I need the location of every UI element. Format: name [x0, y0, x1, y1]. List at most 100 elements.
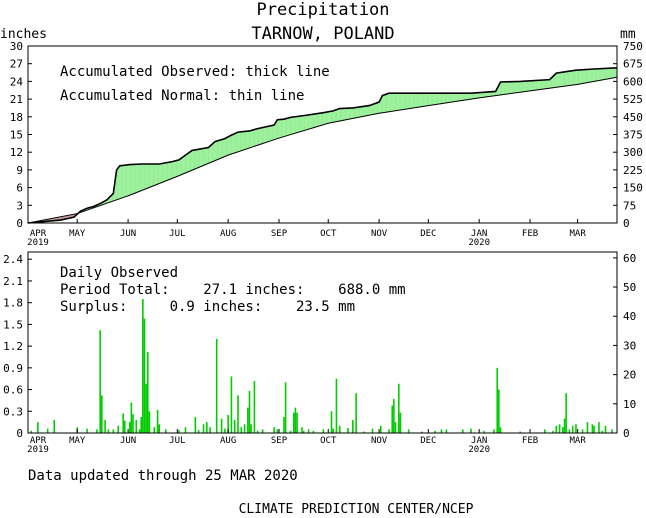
- surplus-fill-segment: [227, 136, 229, 156]
- surplus-fill-segment: [402, 93, 404, 110]
- surplus-fill-segment: [401, 93, 403, 110]
- surplus-fill-segment: [610, 68, 612, 79]
- surplus-fill-segment: [450, 93, 452, 103]
- surplus-fill-segment: [426, 93, 428, 106]
- surplus-fill-segment: [574, 70, 576, 85]
- surplus-fill-segment: [362, 106, 364, 117]
- surplus-fill-segment: [213, 142, 215, 162]
- daily-bar: [132, 414, 134, 433]
- surplus-fill-segment: [325, 112, 327, 125]
- surplus-fill-segment: [473, 92, 475, 99]
- surplus-fill-segment: [493, 91, 495, 96]
- daily-bar: [276, 429, 279, 433]
- surplus-fill-segment: [580, 69, 581, 84]
- surplus-fill-segment: [508, 81, 510, 94]
- y-tick-label-left: 24: [10, 75, 24, 88]
- surplus-fill-segment: [320, 113, 321, 126]
- surplus-fill-segment: [571, 70, 572, 86]
- daily-bar: [312, 430, 315, 433]
- daily-bar: [130, 402, 133, 433]
- surplus-fill-segment: [189, 151, 191, 172]
- surplus-fill-segment: [575, 70, 576, 85]
- surplus-fill-segment: [418, 93, 420, 108]
- surplus-fill-segment: [434, 93, 436, 105]
- surplus-fill-segment: [416, 93, 417, 108]
- surplus-fill-segment: [443, 93, 445, 104]
- daily-y-tick-label-left: 0.9: [3, 362, 23, 375]
- surplus-fill-segment: [258, 128, 260, 145]
- surplus-fill-segment: [370, 104, 372, 115]
- legend-observed: Accumulated Observed: thick line: [60, 64, 330, 80]
- surplus-fill-segment: [541, 80, 543, 90]
- daily-bar: [145, 383, 147, 433]
- surplus-fill-segment: [585, 69, 586, 84]
- daily-bar: [261, 429, 264, 433]
- surplus-fill-segment: [603, 68, 605, 80]
- surplus-fill-segment: [384, 94, 386, 113]
- y-tick-label-right: 0: [623, 217, 630, 230]
- surplus-fill-segment: [147, 164, 149, 189]
- daily-bar: [498, 389, 500, 433]
- surplus-fill-segment: [352, 107, 353, 119]
- daily-bar: [571, 425, 574, 433]
- daily-y-tick-label-left: 2.4: [3, 253, 23, 266]
- surplus-fill-segment: [265, 126, 267, 143]
- surplus-fill-segment: [127, 164, 129, 197]
- y-tick-label-right: 675: [623, 58, 643, 71]
- surplus-fill-segment: [134, 164, 136, 194]
- surplus-fill-segment: [314, 113, 316, 128]
- daily-x-tick-label: OCT: [320, 436, 337, 446]
- surplus-fill-segment: [169, 162, 170, 180]
- surplus-fill-segment: [539, 80, 540, 90]
- surplus-fill-segment: [511, 81, 513, 94]
- surplus-fill-segment: [608, 68, 610, 79]
- surplus-fill-segment: [388, 93, 389, 112]
- surplus-fill-segment: [233, 133, 234, 154]
- surplus-fill-segment: [336, 109, 338, 122]
- surplus-fill-segment: [255, 129, 257, 147]
- surplus-fill-segment: [489, 91, 491, 97]
- surplus-fill-segment: [186, 153, 188, 173]
- surplus-fill-segment: [489, 91, 490, 97]
- surplus-fill-segment: [112, 193, 114, 202]
- daily-bar: [575, 424, 577, 433]
- surplus-fill-segment: [385, 94, 387, 113]
- accumulated-line-layer: [27, 67, 618, 224]
- surplus-fill-segment: [542, 80, 544, 90]
- surplus-fill-segment: [215, 141, 216, 161]
- accumulated-x-tick-label: JUN: [120, 229, 136, 239]
- daily-bar: [565, 393, 567, 433]
- surplus-fill-segment: [123, 165, 124, 198]
- surplus-fill-segment: [338, 108, 340, 122]
- y-tick-label-left: 15: [10, 129, 23, 142]
- surplus-fill-segment: [376, 102, 378, 114]
- surplus-fill-segment: [364, 106, 366, 117]
- surplus-fill-segment: [184, 155, 186, 174]
- surplus-fill-segment: [365, 105, 367, 116]
- surplus-fill-segment: [509, 81, 511, 94]
- surplus-fill-segment: [183, 156, 184, 174]
- surplus-fill-segment: [474, 92, 476, 99]
- surplus-fill-segment: [154, 164, 156, 186]
- surplus-fill-segment: [137, 164, 138, 193]
- surplus-fill-segment: [224, 138, 225, 157]
- surplus-fill-segment: [182, 156, 184, 175]
- chart-subtitle: TARNOW, POLAND: [251, 24, 394, 44]
- surplus-fill-segment: [365, 106, 366, 117]
- surplus-fill-segment: [578, 69, 580, 85]
- surplus-fill-segment: [226, 137, 228, 156]
- surplus-fill-segment: [470, 93, 471, 100]
- surplus-fill-segment: [135, 164, 137, 193]
- surplus-fill-segment: [429, 93, 430, 106]
- surplus-fill-segment: [375, 102, 377, 114]
- surplus-fill-segment: [279, 119, 281, 138]
- daily-x-ticks: APR MAY JUN JUL AUG SEP OCT NOV DEC JAN FEB MAR 2019…: [27, 429, 586, 455]
- surplus-fill-segment: [575, 70, 577, 85]
- surplus-fill-segment: [428, 93, 430, 106]
- daily-bar: [146, 351, 149, 433]
- surplus-fill-segment: [471, 93, 473, 100]
- surplus-fill-segment: [389, 93, 391, 112]
- ylabel-right-mm: mm: [620, 27, 636, 42]
- surplus-fill-segment: [343, 108, 345, 121]
- surplus-fill-segment: [119, 165, 120, 200]
